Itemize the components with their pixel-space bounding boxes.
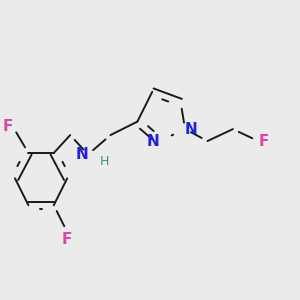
Text: F: F	[62, 232, 72, 247]
Text: N: N	[75, 147, 88, 162]
Text: F: F	[258, 134, 268, 148]
Text: H: H	[100, 155, 110, 168]
Text: F: F	[2, 119, 13, 134]
Text: N: N	[147, 134, 160, 148]
Text: N: N	[185, 122, 198, 136]
